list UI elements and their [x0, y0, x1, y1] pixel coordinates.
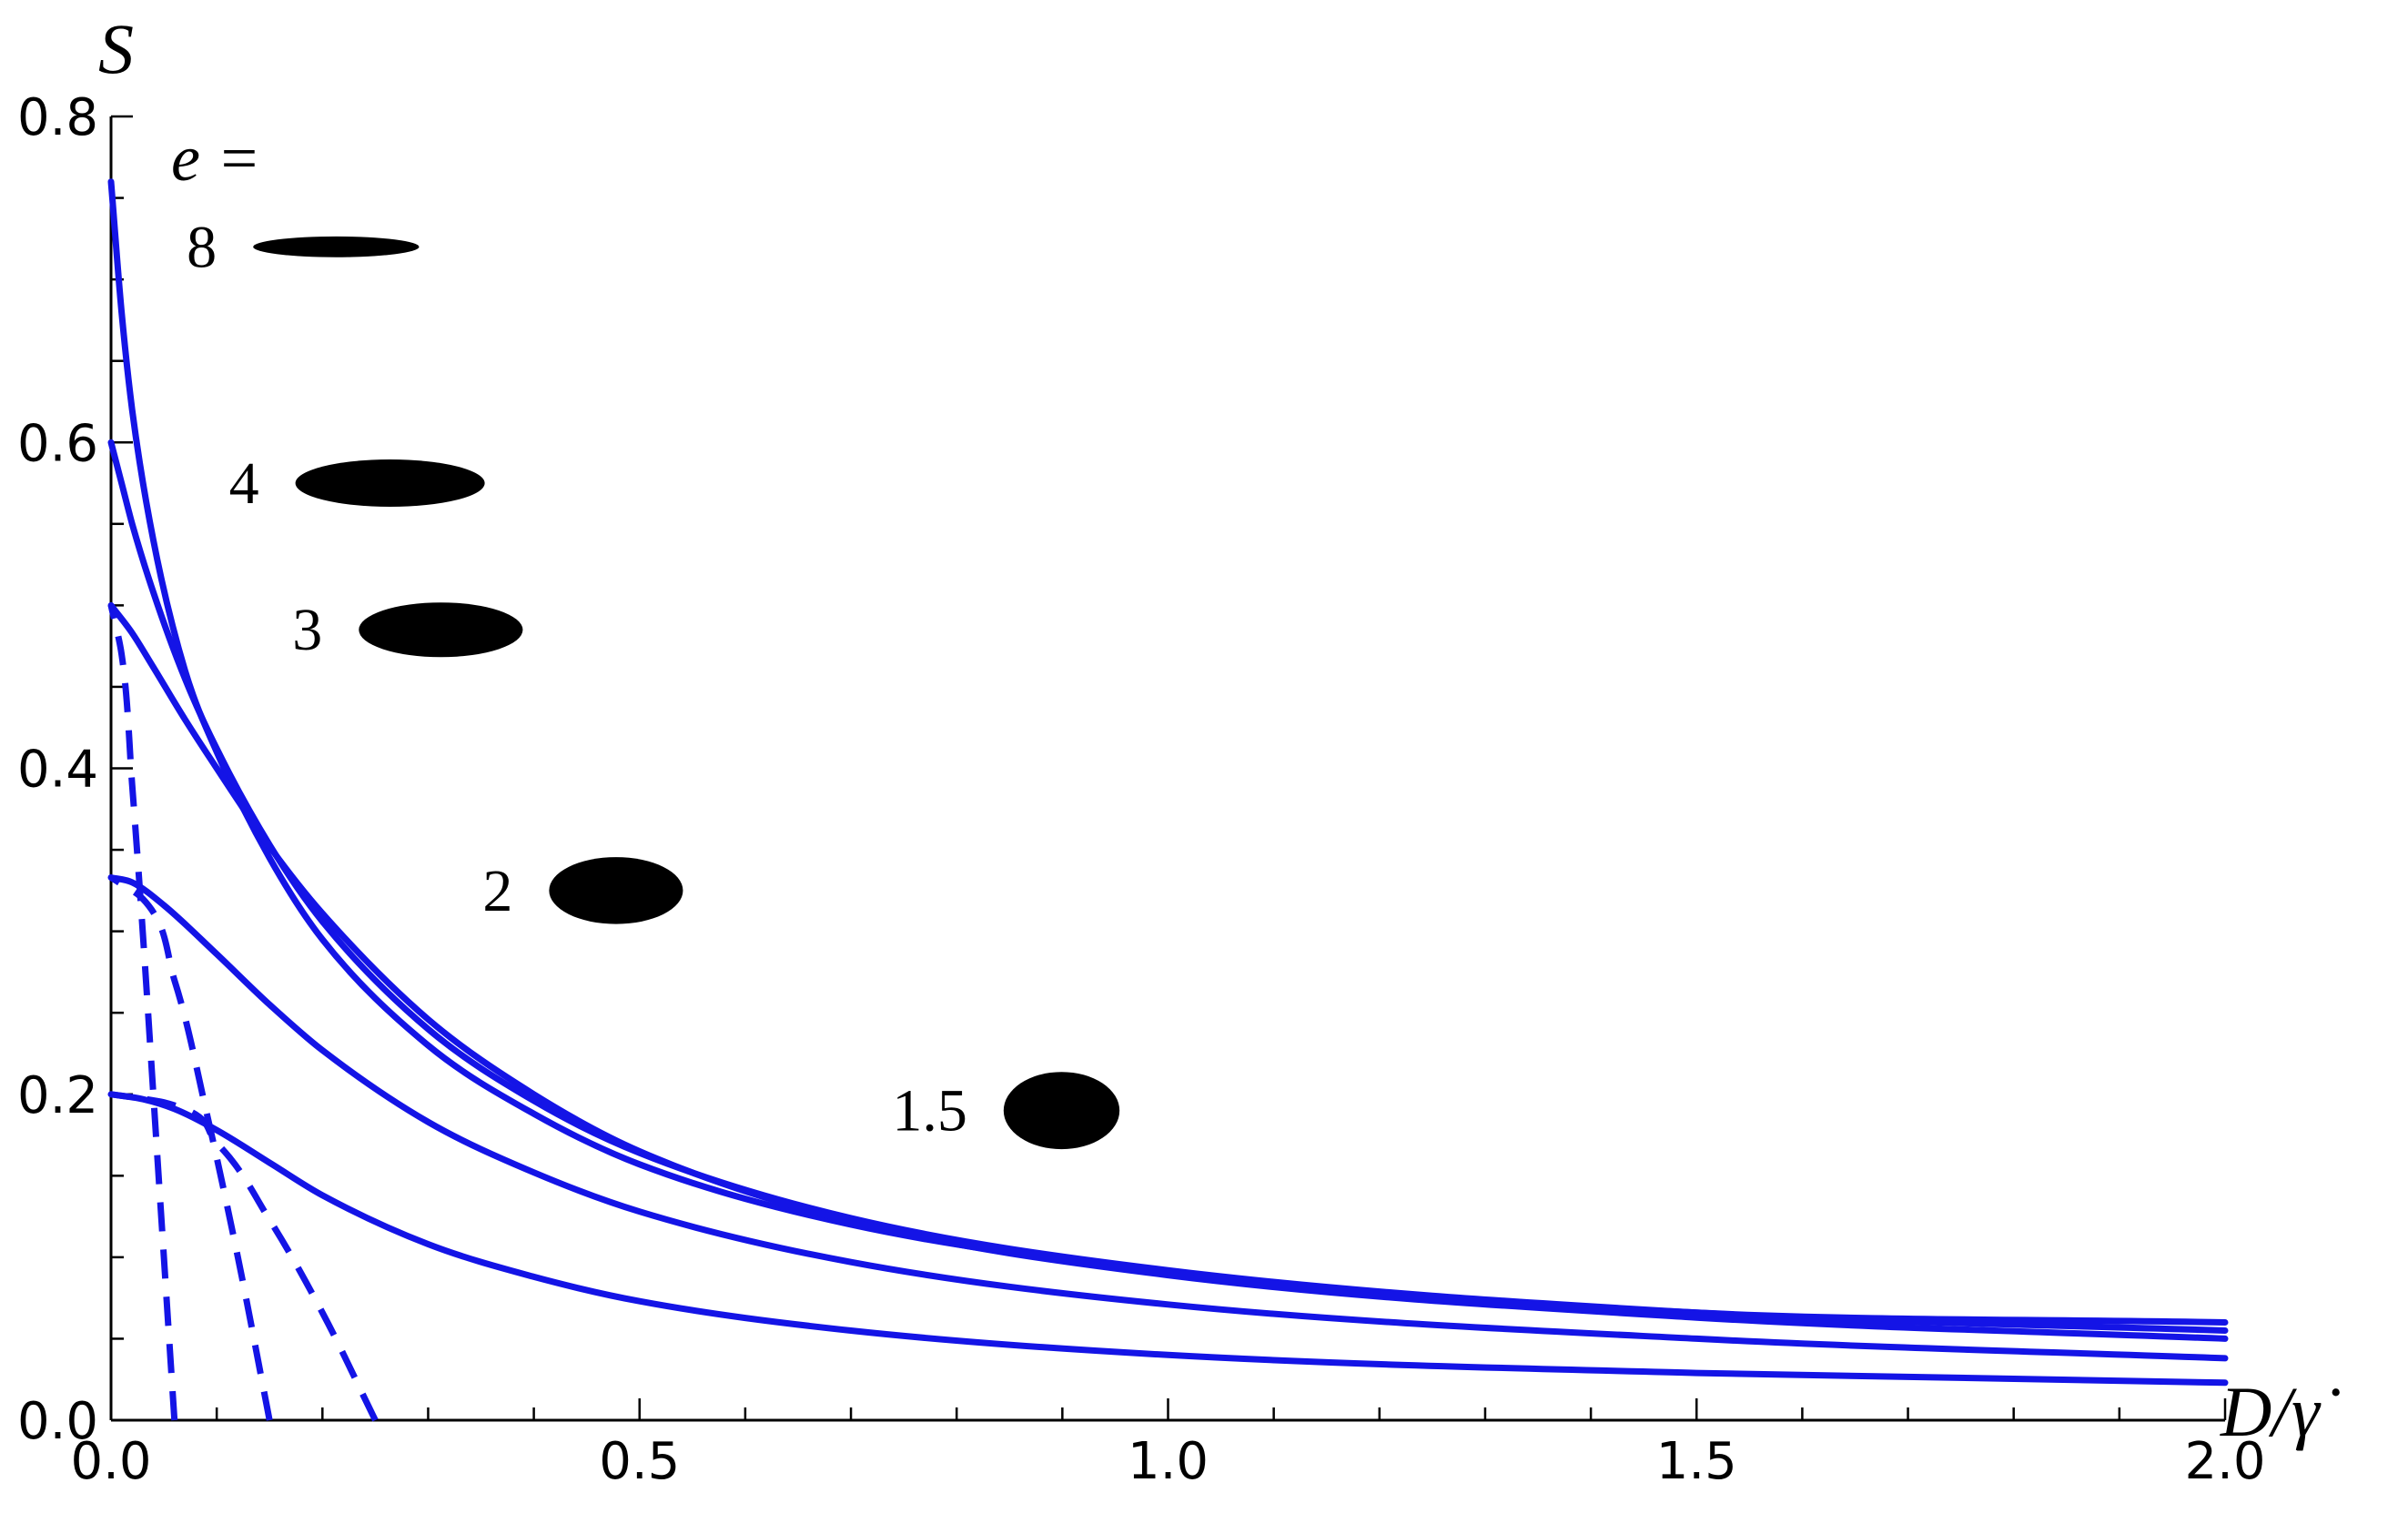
dashed-curve: [110, 1091, 379, 1422]
x-tick-label: 1.0: [1128, 1432, 1209, 1491]
shape-label: 3: [292, 597, 322, 663]
curve-e-4: [107, 439, 2229, 1334]
dashed-curve: [109, 874, 273, 1421]
ellipse-shape: [359, 602, 523, 658]
shape-label: 1.5: [892, 1078, 967, 1145]
y-tick-label: 0.8: [17, 88, 98, 147]
curves: [107, 178, 2229, 1422]
x-tick-label: 1.5: [1656, 1432, 1737, 1491]
shape-label: 8: [187, 214, 217, 280]
shape-label: 2: [482, 858, 512, 924]
legend-title: e =: [171, 122, 261, 195]
shape-label: 4: [229, 450, 259, 517]
y-tick-label: 0.0: [17, 1392, 98, 1451]
y-tick-label: 0.2: [17, 1066, 98, 1125]
x-axis-label: D/γ̇: [2220, 1372, 2341, 1451]
x-tick-label: 0.5: [599, 1432, 680, 1491]
y-tick-label: 0.4: [17, 741, 98, 800]
ellipse-shape: [295, 459, 485, 508]
curve-e-8: [107, 178, 2229, 1326]
curve-e-2: [107, 874, 2229, 1362]
shape-annotations: 8 4 3 2 1.5: [187, 214, 1120, 1150]
y-tick-label: 0.6: [17, 414, 98, 473]
x-tick-label: 0.0: [70, 1432, 151, 1491]
y-axis-label: S: [98, 9, 134, 88]
curve-e-1_5: [107, 1091, 2229, 1387]
x-tick-label: 2.0: [2184, 1432, 2265, 1491]
axes: 0.0 0.5 1.0 1.5 2.0 0.0 0.2 0.4 0.6 0.8: [17, 88, 2266, 1491]
curve-e-3: [107, 601, 2229, 1342]
ellipse-shape: [1003, 1072, 1120, 1150]
ellipse-shape: [253, 236, 420, 257]
ellipse-shape: [549, 857, 683, 924]
dashed-curve: [107, 604, 178, 1421]
